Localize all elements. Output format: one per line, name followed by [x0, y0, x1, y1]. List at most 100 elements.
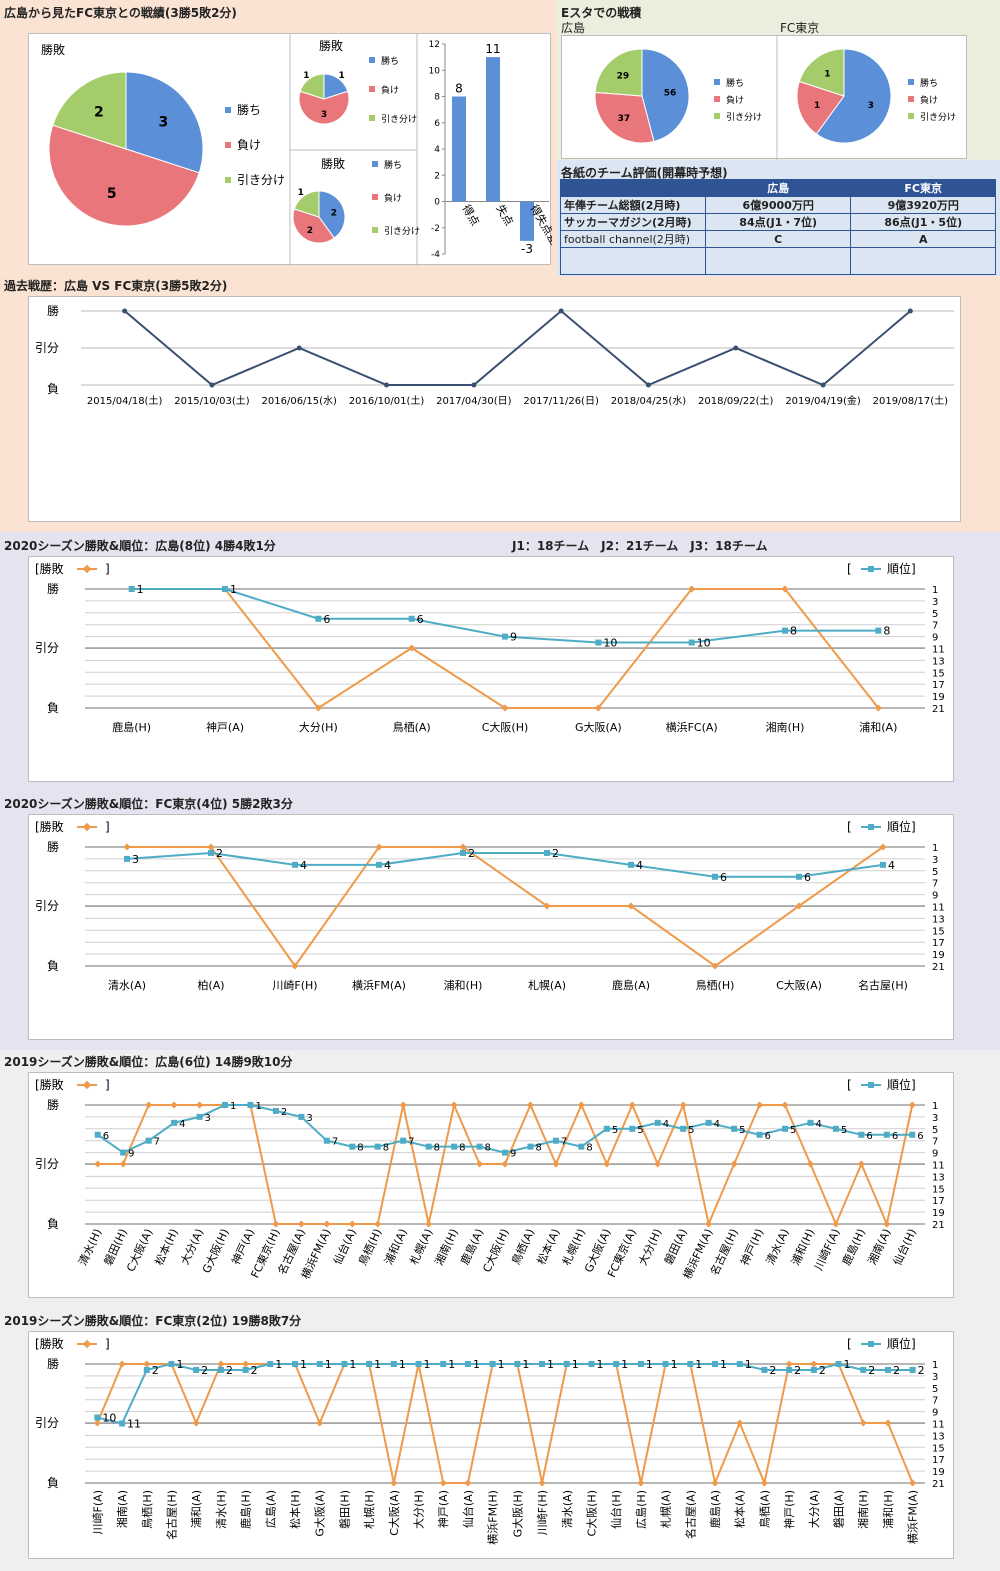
- result-point: [425, 1220, 433, 1228]
- evaluation-cell: C: [704, 230, 852, 248]
- history-point: [209, 382, 215, 388]
- record-title: 広島から見たFC東京との戦績(3勝5敗2分): [4, 6, 237, 20]
- category-label: G大阪(A): [313, 1490, 327, 1537]
- legend-label: 負け: [237, 138, 261, 152]
- result-point: [543, 902, 551, 910]
- pie-slice: [292, 208, 335, 244]
- legend-rank-marker: [868, 566, 874, 572]
- pie-value-label: 37: [618, 114, 631, 124]
- rank-point: [408, 615, 415, 622]
- rank-point: [323, 1137, 330, 1144]
- category-label: 川崎F(H): [272, 978, 317, 992]
- rank-value-label: 11: [127, 1418, 141, 1431]
- result-point: [439, 1479, 447, 1487]
- history-title: 過去戦歴：広島 VS FC東京(3勝5敗2分): [4, 279, 228, 293]
- legend-bracket: [: [847, 1337, 852, 1351]
- pie-slice: [48, 124, 200, 227]
- rank-point: [796, 873, 802, 880]
- rank-point: [476, 1143, 483, 1150]
- pie-slice: [293, 190, 320, 218]
- season-title-1: 2020シーズン勝敗&順位：広島(8位) 4勝4敗1分: [4, 539, 276, 553]
- season-y-label: 勝: [47, 839, 59, 854]
- history-date-label: 2016/10/01(土): [349, 394, 425, 407]
- legend-swatch: [908, 113, 914, 119]
- category-label: 広島(A): [263, 1490, 277, 1528]
- rank-tick-label: 5: [932, 1125, 938, 1136]
- rank-point: [883, 1131, 890, 1138]
- result-point: [760, 1479, 768, 1487]
- evaluation-row: football channel(2月時) C A: [560, 230, 996, 248]
- rank-value-label: 3: [132, 853, 139, 866]
- pie-value-label: 1: [814, 101, 820, 111]
- bar-tick-label: -2: [431, 224, 440, 234]
- rank-point: [563, 1361, 570, 1367]
- pie-b-title: 勝敗: [321, 156, 345, 171]
- legend-label: 負け: [726, 94, 744, 106]
- category-label: 横浜FM(H): [486, 1490, 500, 1545]
- result-point: [242, 1360, 250, 1368]
- rank-point: [687, 1361, 694, 1367]
- category-label: C大阪(H): [482, 720, 529, 734]
- rank-point: [736, 1361, 743, 1367]
- rank-tick-label: 5: [932, 1384, 938, 1395]
- rank-tick-label: 3: [932, 597, 938, 608]
- history-date-label: 2015/10/03(土): [174, 394, 250, 407]
- rank-point: [552, 1137, 559, 1144]
- pie-b: 2 2 1: [292, 188, 346, 244]
- legend-rank-marker: [868, 1082, 874, 1088]
- category-label: 湘南(A): [115, 1490, 129, 1528]
- legend-label: 勝ち: [381, 55, 399, 67]
- season-title-2: 2020シーズン勝敗&順位：FC東京(4位) 5勝2敗3分: [4, 797, 293, 811]
- category-label: 鳥栖(A): [393, 720, 431, 734]
- rank-value-label: 5: [739, 1125, 745, 1136]
- rank-point: [909, 1366, 916, 1373]
- rank-value-label: 1: [325, 1358, 332, 1371]
- rank-value-label: 2: [281, 1107, 287, 1118]
- evaluation-header-cell: FC東京: [850, 179, 996, 197]
- evaluation-row: 年俸チーム総額(2月時) 6億9000万円 9億3920万円: [560, 196, 996, 214]
- rank-tick-label: 19: [932, 1208, 945, 1219]
- result-point: [119, 1160, 127, 1168]
- season-y-label: 勝: [47, 1097, 59, 1112]
- category-label: 仙台(H): [890, 1226, 919, 1267]
- evaluation-header-cell: 広島: [704, 179, 852, 197]
- rank-value-label: 1: [646, 1358, 653, 1371]
- season-panel-3: [勝敗][順位] 1 3 5 7 9 11 13 15 17 19 21 勝引分負 6 9 7 4 3 1 1 2 3 7 8…: [28, 1072, 954, 1298]
- category-label: 札幌(H): [559, 1226, 588, 1267]
- rank-point: [128, 586, 135, 592]
- category-label: 清水(H): [215, 1490, 228, 1529]
- legend-bracket: [: [847, 562, 852, 576]
- result-point: [627, 902, 635, 910]
- rank-point: [315, 615, 322, 622]
- rank-value-label: 8: [357, 1143, 363, 1154]
- category-label: 鳥栖(A): [757, 1490, 771, 1528]
- rank-point: [298, 1113, 305, 1120]
- legend-bracket: [: [847, 1078, 852, 1092]
- result-point: [552, 1160, 560, 1168]
- rank-value-label: 4: [636, 859, 643, 872]
- season-y-label: 勝: [47, 1356, 59, 1371]
- result-point: [603, 1160, 611, 1168]
- legend-result-label: [勝敗: [35, 1336, 64, 1351]
- rank-point: [171, 1119, 178, 1126]
- legend-swatch: [225, 142, 231, 148]
- rank-value-label: 6: [804, 871, 811, 884]
- legend-rank-label: 順位]: [887, 561, 916, 576]
- rank-value-label: 6: [720, 871, 727, 884]
- rank-tick-label: 7: [932, 1396, 938, 1407]
- rank-value-label: 2: [893, 1364, 900, 1377]
- category-label: 鹿島(H): [839, 1226, 868, 1267]
- rank-value-label: 3: [205, 1113, 211, 1124]
- evaluation-cell: サッカーマガジン(2月時): [560, 213, 706, 231]
- legend-bracket: ]: [105, 1337, 110, 1351]
- rank-tick-label: 13: [932, 1172, 945, 1183]
- bar-value-label: -3: [521, 242, 533, 256]
- result-point: [711, 962, 719, 970]
- category-label: 横浜FC(A): [666, 720, 718, 734]
- rank-point: [782, 627, 788, 634]
- result-point: [594, 704, 602, 712]
- rank-point: [376, 861, 382, 868]
